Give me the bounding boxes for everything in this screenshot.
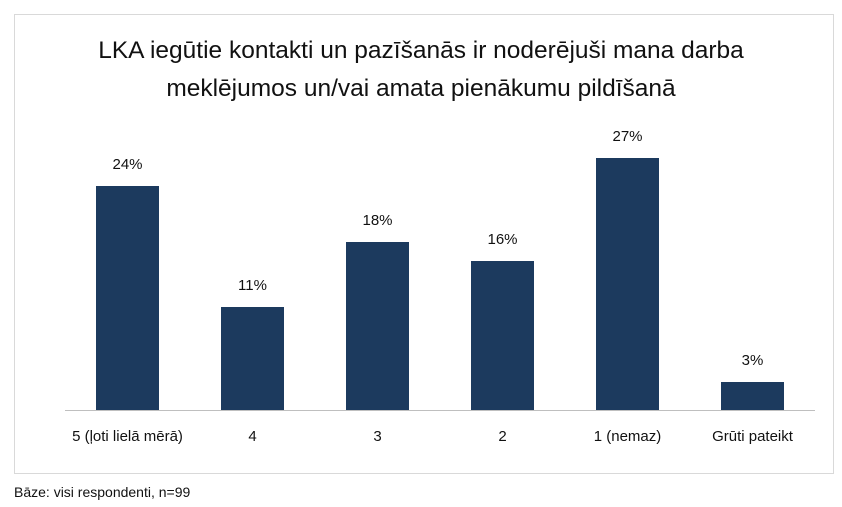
data-label: 11% — [238, 277, 267, 295]
footnote: Bāze: visi respondenti, n=99 — [14, 484, 191, 500]
bar — [471, 260, 534, 410]
bar — [96, 186, 159, 410]
x-axis — [65, 410, 815, 411]
bar — [221, 307, 284, 410]
x-tick-label: Grūti pateikt — [712, 428, 793, 445]
data-label: 3% — [741, 352, 764, 369]
x-tick-label: 2 — [498, 428, 507, 445]
bar — [596, 158, 659, 410]
data-label: 16% — [487, 230, 518, 248]
x-tick-label: 5 (ļoti lielā mērā) — [72, 428, 183, 445]
chart-frame — [14, 14, 834, 474]
data-label: 18% — [362, 212, 393, 229]
x-tick-label: 1 (nemaz) — [593, 428, 662, 445]
x-tick-label: 4 — [248, 428, 257, 445]
data-label: 24% — [112, 156, 143, 173]
bar — [721, 382, 784, 410]
chart-title: LKA iegūtie kontakti un pazīšanās ir nod… — [98, 37, 744, 102]
x-tick-label: 3 — [373, 428, 382, 445]
data-label: 27% — [612, 128, 643, 145]
bar — [346, 242, 409, 410]
